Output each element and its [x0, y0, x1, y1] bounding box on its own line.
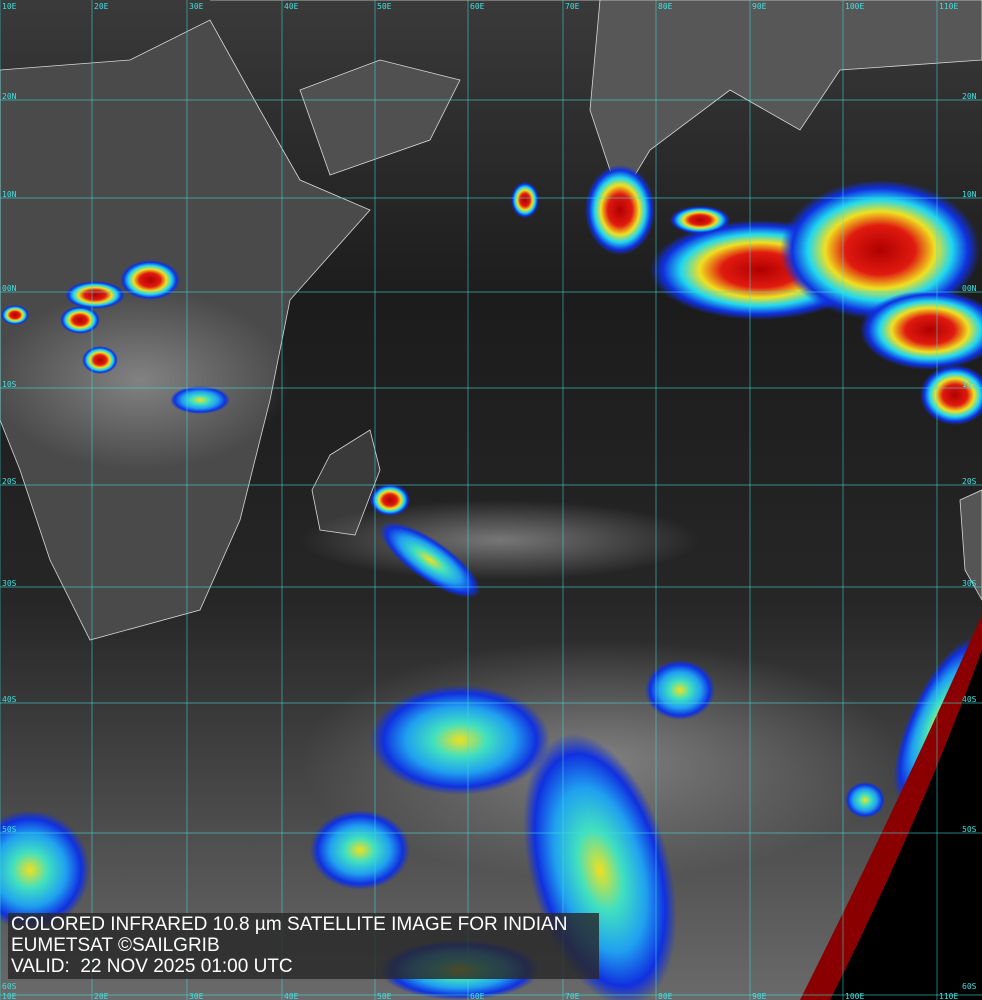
- longitude-label: 50E: [377, 992, 392, 1000]
- longitude-label: 80E: [658, 2, 673, 11]
- longitude-label: 110E: [939, 2, 958, 11]
- longitude-label: 80E: [658, 992, 673, 1000]
- longitude-label: 50E: [377, 2, 392, 11]
- latitude-label: 60S: [2, 982, 17, 991]
- longitude-label: 100E: [845, 2, 864, 11]
- latitude-label: 30S: [962, 579, 977, 588]
- latitude-label: 10N: [2, 190, 17, 199]
- latitude-label: 20S: [962, 477, 977, 486]
- latitude-label: 50S: [962, 825, 977, 834]
- latitude-label: 20N: [962, 92, 977, 101]
- caption-title: COLORED INFRARED 10.8 µm SATELLITE IMAGE…: [11, 914, 568, 935]
- longitude-label: 40E: [284, 992, 299, 1000]
- longitude-label: 90E: [752, 992, 767, 1000]
- latitude-label: 40S: [962, 695, 977, 704]
- longitude-label: 110E: [939, 992, 958, 1000]
- latitude-label: 20N: [2, 92, 17, 101]
- longitude-label: 40E: [284, 2, 299, 11]
- longitude-label: 10E: [2, 2, 17, 11]
- longitude-label: 10E: [2, 992, 17, 1000]
- latitude-label: 10S: [2, 380, 17, 389]
- longitude-label: 60E: [470, 992, 485, 1000]
- latitude-label: 30S: [2, 579, 17, 588]
- longitude-label: 70E: [565, 992, 580, 1000]
- longitude-label: 70E: [565, 2, 580, 11]
- longitude-label: 30E: [189, 992, 204, 1000]
- longitude-label: 60E: [470, 2, 485, 11]
- latitude-label: 50S: [2, 825, 17, 834]
- longitude-label: 90E: [752, 2, 767, 11]
- longitude-label: 100E: [845, 992, 864, 1000]
- space-background: [830, 650, 982, 1000]
- latitude-label: 00N: [962, 284, 977, 293]
- latitude-label: 10N: [962, 190, 977, 199]
- image-caption: COLORED INFRARED 10.8 µm SATELLITE IMAGE…: [8, 913, 599, 979]
- longitude-label: 20E: [94, 2, 109, 11]
- latitude-label: 60S: [962, 982, 977, 991]
- caption-valid-time: VALID: 22 NOV 2025 01:00 UTC: [11, 956, 293, 977]
- latitude-label: 40S: [2, 695, 17, 704]
- latitude-label: 00N: [2, 284, 17, 293]
- longitude-label: 30E: [189, 2, 204, 11]
- latitude-label: 20S: [2, 477, 17, 486]
- longitude-label: 20E: [94, 992, 109, 1000]
- latitude-label: 10S: [962, 380, 977, 389]
- caption-credit: EUMETSAT ©SAILGRIB: [11, 935, 220, 956]
